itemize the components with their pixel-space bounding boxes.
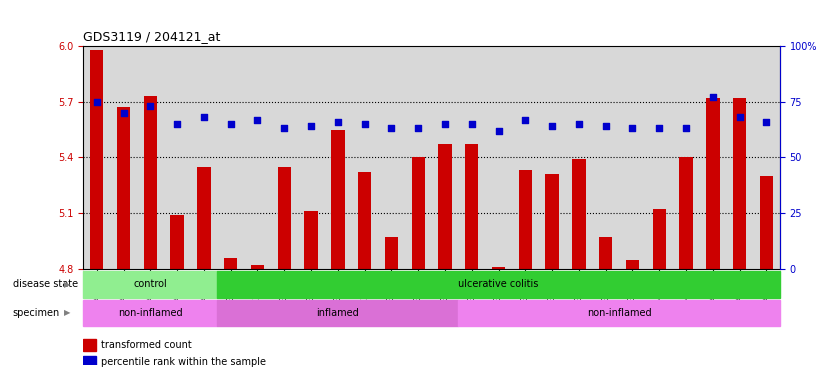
Point	[680, 126, 693, 132]
Bar	[439, 144, 452, 269]
Bar	[706, 98, 720, 269]
Point	[198, 114, 211, 121]
Text: inflamed: inflamed	[316, 308, 359, 318]
Point	[278, 126, 291, 132]
Bar	[492, 267, 505, 269]
Text: non-inflamed: non-inflamed	[587, 308, 651, 318]
Point	[411, 126, 425, 132]
Point	[170, 121, 183, 127]
Bar	[83, 271, 218, 298]
Point	[599, 123, 612, 129]
Text: non-inflamed: non-inflamed	[118, 308, 183, 318]
Text: GDS3119 / 204121_at: GDS3119 / 204121_at	[83, 30, 221, 43]
Bar	[384, 237, 398, 269]
Point	[251, 116, 264, 122]
Bar	[652, 209, 666, 269]
Text: specimen: specimen	[13, 308, 60, 318]
Bar	[331, 130, 344, 269]
Point	[143, 103, 157, 109]
Bar	[83, 300, 218, 326]
Point	[626, 126, 639, 132]
Bar	[626, 260, 639, 269]
Text: ▶: ▶	[64, 280, 71, 289]
Text: ▶: ▶	[64, 308, 71, 318]
Bar	[599, 237, 612, 269]
Bar	[572, 159, 585, 269]
Bar	[218, 271, 780, 298]
Point	[760, 119, 773, 125]
Bar	[304, 211, 318, 269]
Point	[519, 116, 532, 122]
Bar	[90, 50, 103, 269]
Text: ulcerative colitis: ulcerative colitis	[459, 279, 539, 289]
Point	[652, 126, 666, 132]
Point	[304, 123, 318, 129]
Point	[224, 121, 238, 127]
Bar	[411, 157, 425, 269]
Bar	[760, 176, 773, 269]
Bar	[117, 107, 130, 269]
Bar	[459, 300, 780, 326]
Point	[90, 99, 103, 105]
Point	[384, 126, 398, 132]
Bar	[545, 174, 559, 269]
Text: percentile rank within the sample: percentile rank within the sample	[101, 358, 266, 367]
Point	[465, 121, 479, 127]
Text: disease state: disease state	[13, 279, 78, 289]
Bar	[143, 96, 157, 269]
Point	[545, 123, 559, 129]
Bar	[278, 167, 291, 269]
Bar	[358, 172, 371, 269]
Bar	[680, 157, 693, 269]
Bar	[197, 167, 211, 269]
Point	[706, 94, 720, 100]
Point	[492, 127, 505, 134]
Bar	[519, 170, 532, 269]
Bar	[170, 215, 183, 269]
Bar	[83, 356, 96, 368]
Point	[331, 119, 344, 125]
Point	[439, 121, 452, 127]
Point	[358, 121, 371, 127]
Bar	[465, 144, 479, 269]
Bar	[83, 339, 96, 351]
Bar	[218, 300, 459, 326]
Point	[117, 110, 130, 116]
Point	[733, 114, 746, 121]
Text: transformed count: transformed count	[101, 340, 192, 350]
Bar	[251, 265, 264, 269]
Point	[572, 121, 585, 127]
Text: control: control	[133, 279, 168, 289]
Bar	[224, 258, 238, 269]
Bar	[733, 98, 746, 269]
